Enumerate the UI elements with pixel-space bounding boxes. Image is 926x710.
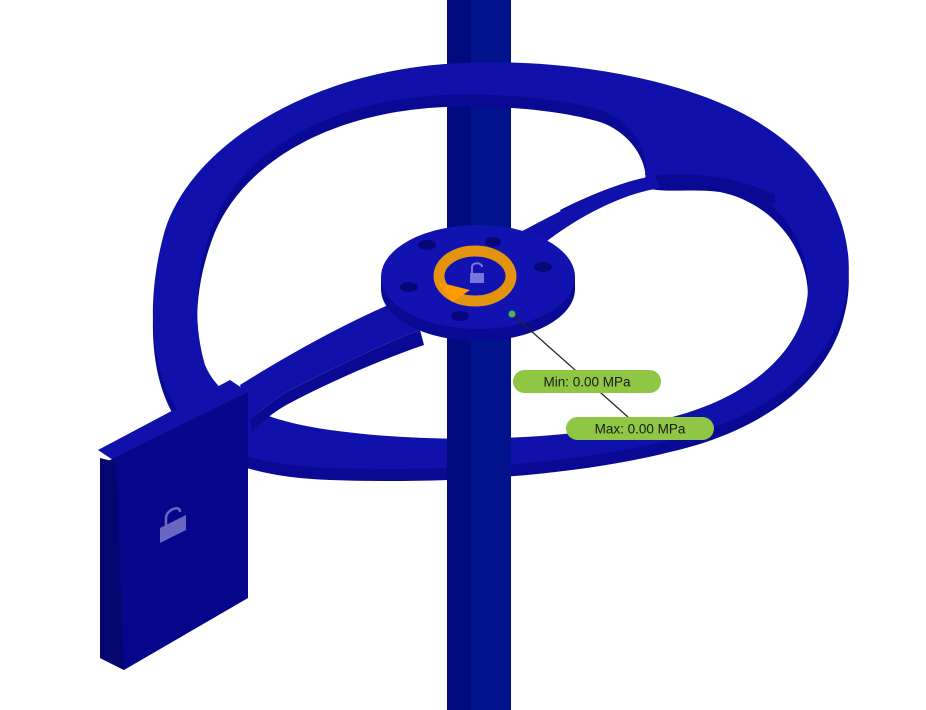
hub-hole bbox=[485, 237, 501, 247]
wheel-web-upper-right[interactable] bbox=[560, 110, 835, 262]
min-result-label[interactable]: Min: 0.00 MPa bbox=[513, 370, 661, 393]
hub-holes bbox=[400, 237, 552, 321]
probe-point[interactable] bbox=[508, 310, 516, 318]
hub-hole bbox=[534, 262, 552, 272]
hub-hole bbox=[451, 311, 469, 321]
mounting-bracket[interactable] bbox=[98, 380, 248, 670]
lock-icon bbox=[470, 262, 484, 283]
lock-icon bbox=[160, 507, 186, 543]
hub-hole bbox=[418, 240, 436, 250]
max-result-label[interactable]: Max: 0.00 MPa bbox=[566, 417, 714, 440]
vertical-shaft-lower[interactable] bbox=[447, 345, 511, 710]
leader-line bbox=[508, 310, 629, 418]
hub-hole bbox=[400, 282, 418, 292]
rotation-arrow-icon[interactable] bbox=[433, 245, 517, 307]
min-result-label-text: Min: 0.00 MPa bbox=[543, 375, 631, 390]
max-result-label-text: Max: 0.00 MPa bbox=[595, 422, 686, 437]
spoke-lower-left[interactable] bbox=[240, 300, 424, 432]
hub[interactable] bbox=[381, 225, 575, 341]
